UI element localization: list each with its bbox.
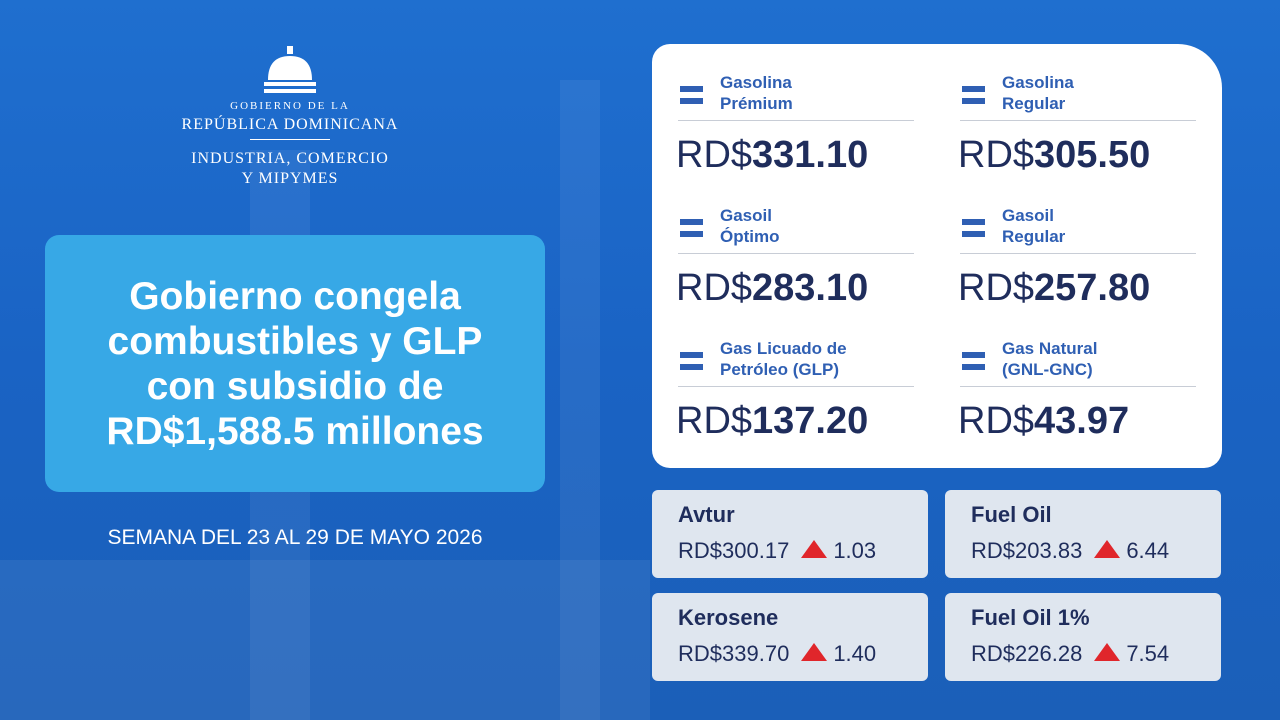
fuel-name: Óptimo xyxy=(720,227,780,246)
fuel-name: Prémium xyxy=(720,94,793,113)
up-arrow xyxy=(1094,643,1121,661)
price-change: 6.44 xyxy=(1126,538,1170,563)
fuel-name: Regular xyxy=(1002,94,1066,113)
amount: 257.80 xyxy=(1034,267,1151,309)
price-change: 1.40 xyxy=(833,641,877,666)
divider xyxy=(678,253,914,254)
amount: 283.10 xyxy=(752,267,869,309)
week-label: SEMANA DEL 23 AL 29 DE MAYO 2026 xyxy=(107,526,483,549)
equal-icon xyxy=(680,98,703,104)
price-change: 7.54 xyxy=(1126,641,1170,666)
headline-line: con subsidio de xyxy=(146,364,444,408)
fuel-name: Gas Natural xyxy=(1002,339,1098,358)
up-arrow xyxy=(1094,540,1121,558)
header-line: REPÚBLICA DOMINICANA xyxy=(181,116,399,133)
headline-line: RD$1,588.5 millones xyxy=(106,409,484,453)
fuel-price: RD$257.80 xyxy=(958,267,1150,310)
equal-icon xyxy=(680,86,703,92)
other-fuel-name: Fuel Oil 1% xyxy=(971,605,1090,630)
other-fuel-price: RD$339.70 xyxy=(678,641,790,666)
fuel-price: RD$43.97 xyxy=(958,400,1129,443)
divider xyxy=(678,386,914,387)
headline-line: combustibles y GLP xyxy=(107,319,483,363)
fuel-name: Gasoil xyxy=(720,206,772,225)
divider xyxy=(960,386,1196,387)
other-fuel-price: RD$300.17 xyxy=(678,538,790,563)
fuel-price: RD$283.10 xyxy=(676,267,868,310)
logo xyxy=(264,46,316,93)
fuel-price: RD$137.20 xyxy=(676,400,868,443)
amount: 137.20 xyxy=(752,400,869,442)
background-structure xyxy=(0,560,650,720)
equal-icon xyxy=(680,364,703,370)
header-divider xyxy=(250,139,330,140)
headline-box: Gobierno congela combustibles y GLP con su… xyxy=(45,235,545,492)
other-fuel-price: RD$203.83 xyxy=(971,538,1083,563)
price-change: 1.03 xyxy=(833,538,877,563)
other-fuel-price: RD$226.28 xyxy=(971,641,1083,666)
fuel-name: Gasolina xyxy=(720,73,792,92)
other-fuel-card: Fuel Oil 1% RD$226.28 7.54 xyxy=(945,593,1221,681)
other-fuel-name: Fuel Oil xyxy=(971,502,1052,527)
fuel-name: Petróleo (GLP) xyxy=(720,360,840,379)
fuel-name: Gasolina xyxy=(1002,73,1074,92)
other-fuel-price-row: RD$226.28 7.54 xyxy=(971,641,1169,667)
equal-icon xyxy=(962,219,985,225)
background-structure xyxy=(560,80,600,720)
fuel-name: Gasoil xyxy=(1002,206,1054,225)
equal-icon xyxy=(680,352,703,358)
fuel-price: RD$305.50 xyxy=(958,134,1150,177)
fuel-name: Gas Licuado de xyxy=(720,339,847,358)
equal-icon xyxy=(962,98,985,104)
currency: RD$ xyxy=(676,267,753,309)
other-fuel-name: Kerosene xyxy=(678,605,779,630)
amount: 43.97 xyxy=(1034,400,1130,442)
up-arrow xyxy=(801,643,828,661)
fuel-price: RD$331.10 xyxy=(676,134,868,177)
divider xyxy=(678,120,914,121)
other-fuel-card: Fuel Oil RD$203.83 6.44 xyxy=(945,490,1221,578)
header-line: Y MIPYMES xyxy=(241,170,339,187)
amount: 331.10 xyxy=(752,134,869,176)
up-arrow xyxy=(801,540,828,558)
other-fuel-price-row: RD$339.70 1.40 xyxy=(678,641,876,667)
currency: RD$ xyxy=(676,400,753,442)
divider xyxy=(960,253,1196,254)
header-line: GOBIERNO DE LA xyxy=(230,100,350,112)
header-line: INDUSTRIA, COMERCIO xyxy=(191,150,389,167)
equal-icon xyxy=(680,219,703,225)
price-card: Gasolina Prémium RD$331.10 Gasolina Regular R… xyxy=(652,44,1222,468)
equal-icon xyxy=(962,231,985,237)
fuel-name: Regular xyxy=(1002,227,1066,246)
equal-icon xyxy=(962,364,985,370)
other-fuel-name: Avtur xyxy=(678,502,735,527)
currency: RD$ xyxy=(958,400,1035,442)
divider xyxy=(960,120,1196,121)
currency: RD$ xyxy=(958,267,1035,309)
fuel-name: (GNL-GNC) xyxy=(1002,360,1093,379)
other-fuel-card: Avtur RD$300.17 1.03 xyxy=(652,490,928,578)
equal-icon xyxy=(962,352,985,358)
currency: RD$ xyxy=(958,134,1035,176)
other-fuel-price-row: RD$300.17 1.03 xyxy=(678,538,876,564)
currency: RD$ xyxy=(676,134,753,176)
other-fuel-card: Kerosene RD$339.70 1.40 xyxy=(652,593,928,681)
amount: 305.50 xyxy=(1034,134,1151,176)
headline-line: Gobierno congela xyxy=(129,274,461,318)
other-fuel-price-row: RD$203.83 6.44 xyxy=(971,538,1169,564)
equal-icon xyxy=(962,86,985,92)
equal-icon xyxy=(680,231,703,237)
